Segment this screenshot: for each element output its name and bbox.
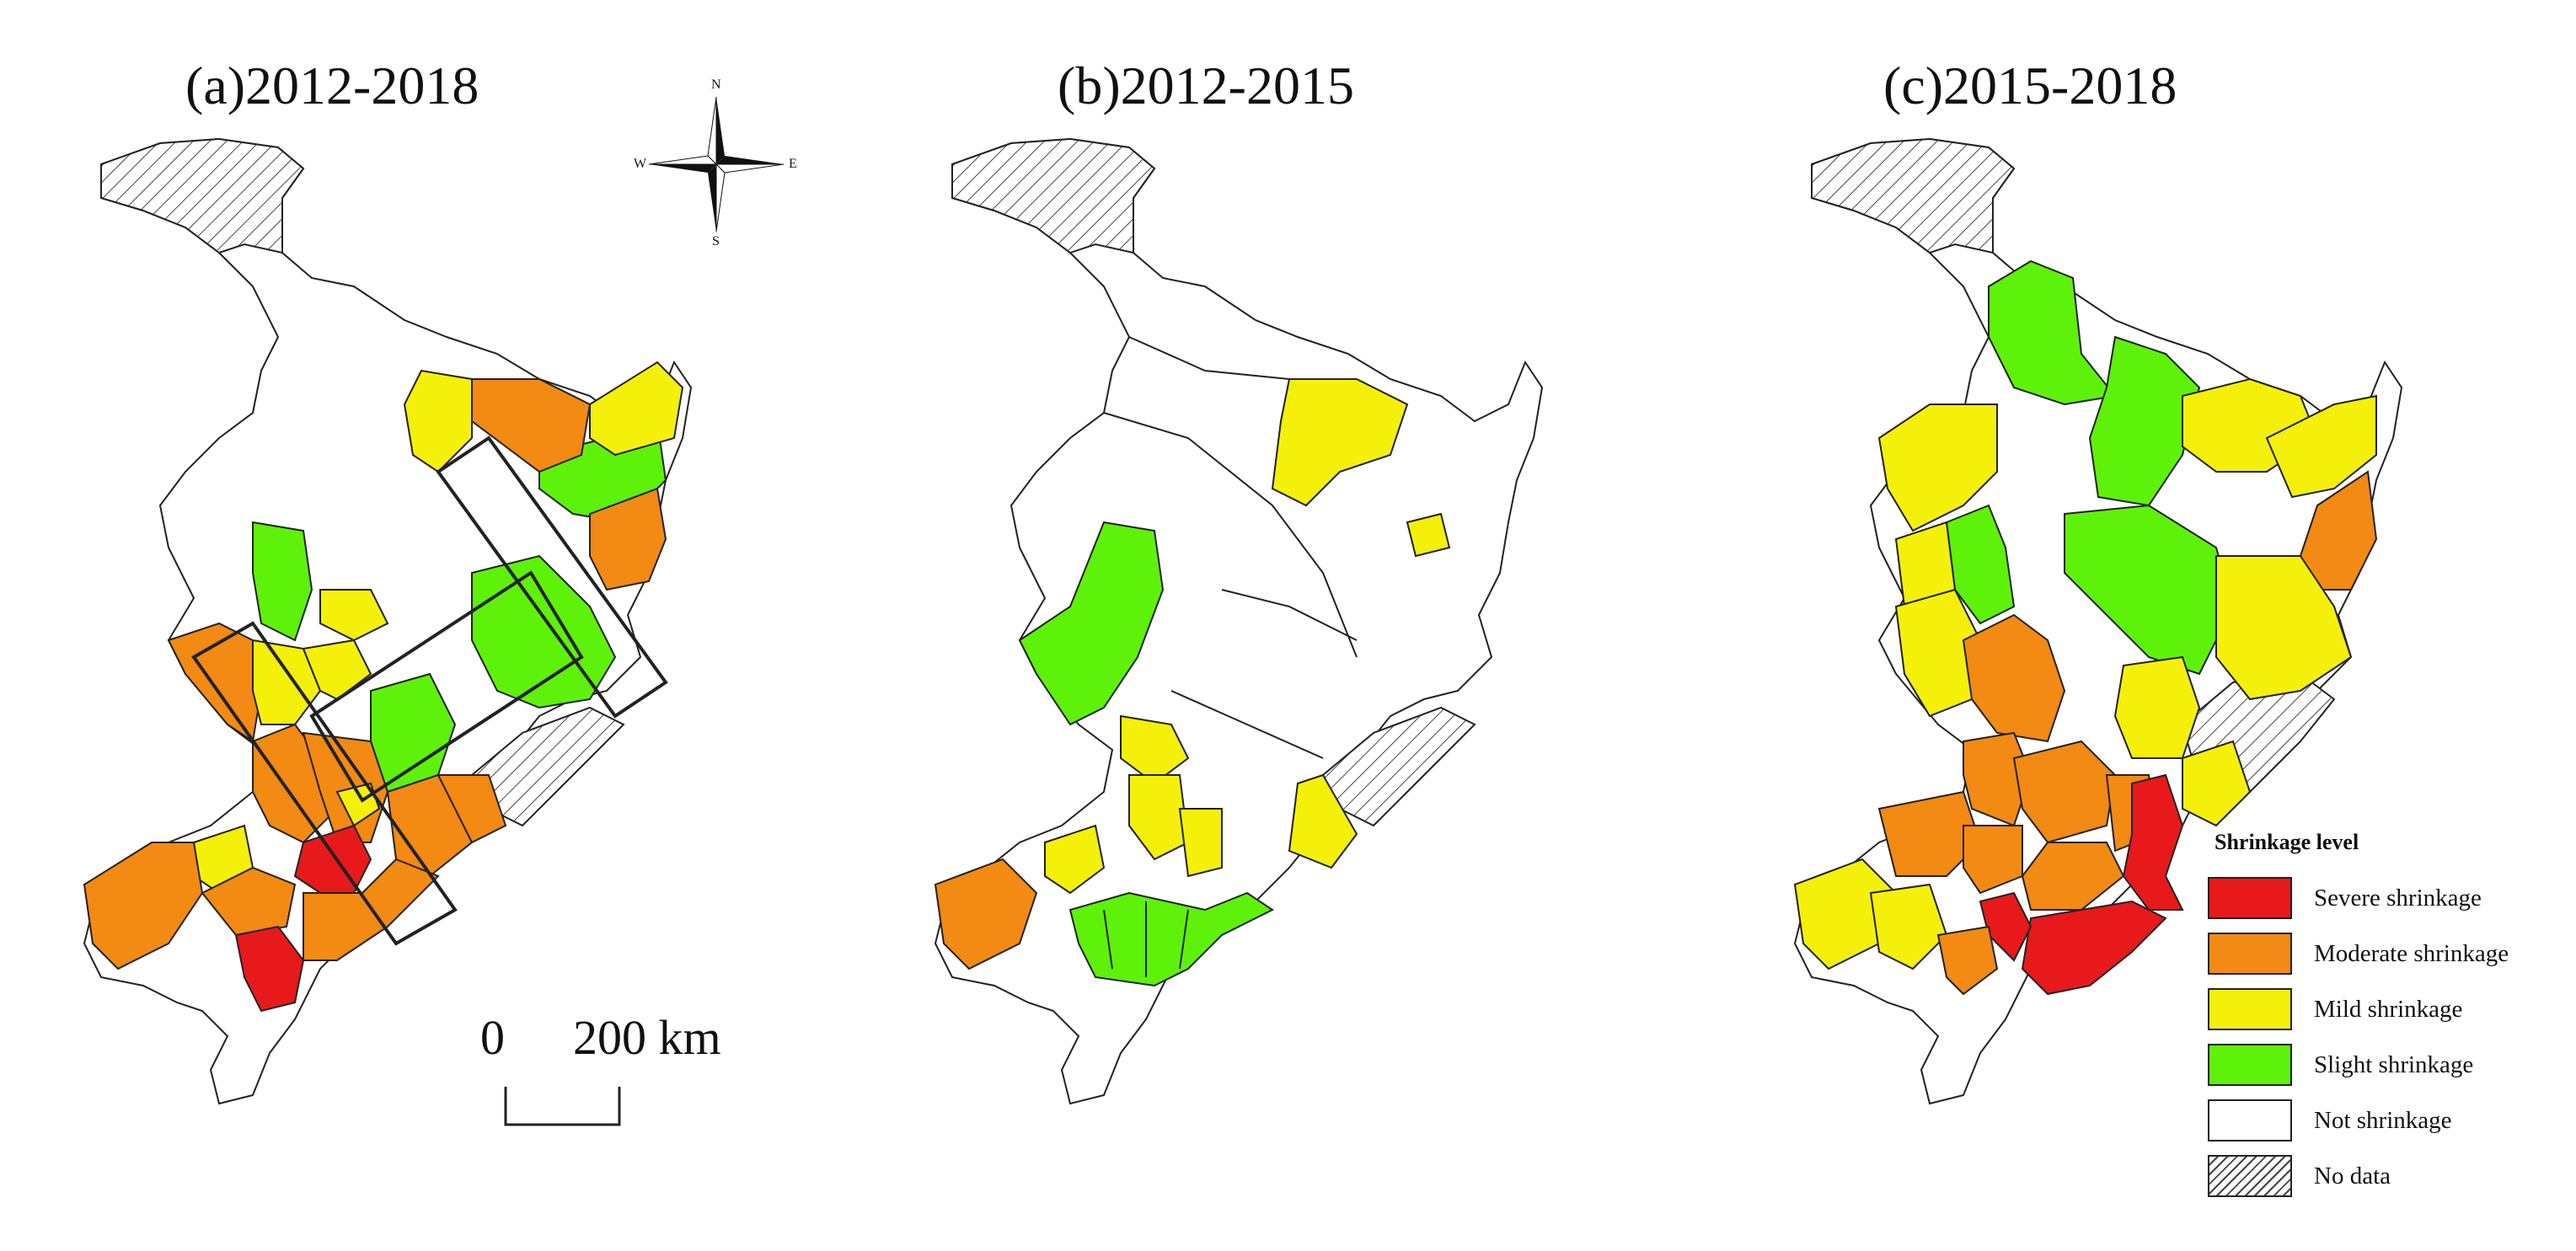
region-b-mild-n2 [1406,512,1451,558]
region-c-moderate-c [1962,613,2066,743]
compass-west-label: W [634,157,647,171]
legend-label: Severe shrinkage [2314,884,2482,912]
map-a [83,96,785,1126]
region-b-mild-e [1288,773,1358,869]
panel-title-a: (a)2012-2018 [185,56,479,115]
region-a-moderate-n [471,378,592,473]
region-a-severe-2 [234,925,305,1013]
region-a-moderate-sw [83,842,204,970]
legend-label: Not shrinkage [2314,1106,2452,1134]
region-b-mild-w [1044,824,1106,895]
panel-title-b: (b)2012-2015 [1058,56,1354,115]
region-a-moderate-s5 [201,866,297,937]
scale-bar-end: 200 km [573,1010,721,1065]
region-b-nodata-east [1321,706,1476,827]
region-a-moderate-west [167,622,263,743]
region-c-mild-nw [1877,404,1998,532]
region-b-mild-n [1271,378,1409,507]
region-a-mild-center [319,589,389,642]
study-box-1 [191,621,458,946]
region-c-mild-ne2 [2265,394,2377,499]
region-c-slight-c [2064,504,2235,676]
legend-label: Moderate shrinkage [2314,939,2509,967]
legend-label: Slight shrinkage [2314,1051,2474,1078]
region-c-mild-c [2113,655,2201,759]
scale-bar-line [504,1087,621,1126]
map-c [1793,138,2402,1104]
legend: Shrinkage level Severe shrinkage Moderat… [2208,830,2570,1207]
region-c-mild-sw2 [1869,883,1948,970]
region-a-mild-s1 [335,782,381,827]
legend-label: Mild shrinkage [2314,995,2463,1023]
region-c-moderate-s3 [1936,925,1999,996]
compass-north-label: N [711,78,721,92]
legend-swatch-severe [2208,877,2292,919]
compass-east-label: E [789,157,797,171]
panel-title-c: (c)2015-2018 [1883,56,2177,115]
scale-bar-start: 0 [480,1010,505,1065]
region-b-slight-s [1068,891,1274,987]
legend-title: Shrinkage level [2215,830,2359,854]
study-box-3 [309,570,584,803]
legend-item-slight: Slight shrinkage [2208,1040,2570,1089]
region-c-moderate-c3 [2012,740,2117,844]
region-b-mild-c2 [1128,774,1190,861]
study-box-2 [436,436,668,719]
map-b [934,138,1543,1104]
legend-item-nodata: No data [2208,1152,2570,1200]
legend-item-moderate: Moderate shrinkage [2208,929,2570,978]
legend-item-severe: Severe shrinkage [2208,874,2570,922]
legend-swatch-moderate [2208,933,2292,975]
region-c-mild-e [2215,555,2353,701]
compass-rose-icon [648,96,785,233]
region-c-moderate-w2 [1963,825,2023,895]
region-a-slight-3 [471,554,617,709]
legend-swatch-slight [2208,1044,2292,1086]
region-a-moderate-ne [589,487,667,591]
legend-swatch-mild [2208,988,2292,1030]
compass-south-label: S [712,234,720,249]
region-b-slight-1 [1018,521,1165,726]
region-a-mild-ne [589,361,684,457]
region-a-moderate-s4 [436,774,507,844]
legend-label: No data [2314,1162,2391,1190]
region-b-mild-c3 [1178,808,1223,878]
region-c-severe-e [2122,773,2184,911]
legend-item-mild: Mild shrinkage [2208,985,2570,1034]
region-c-mild-ce [2182,740,2252,827]
legend-item-not: Not shrinkage [2208,1096,2570,1145]
region-c-severe-s [2021,900,2167,996]
legend-swatch-not [2208,1099,2292,1141]
region-b-mild-c1 [1120,714,1190,785]
region-a-slight-1 [252,521,313,642]
legend-swatch-nodata [2208,1155,2292,1197]
region-b-moderate-sw [934,858,1038,970]
